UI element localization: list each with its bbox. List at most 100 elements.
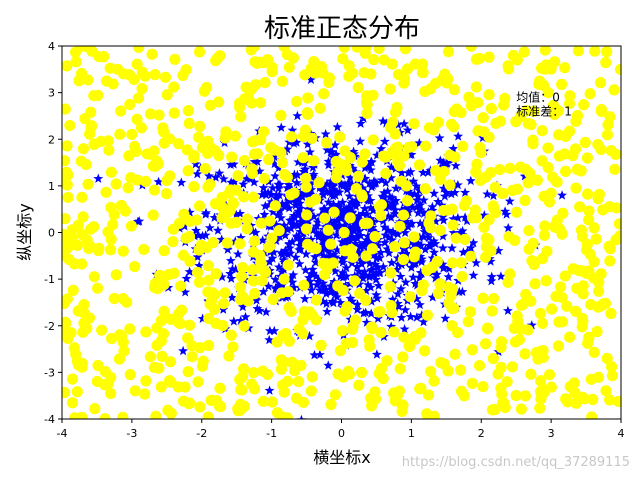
star-point — [389, 208, 400, 219]
circle-point — [62, 228, 69, 240]
star-point — [447, 243, 457, 253]
star-point — [209, 212, 220, 222]
star-point — [437, 259, 448, 269]
circle-point — [219, 287, 231, 299]
star-point — [179, 221, 190, 231]
y-tick-label: -3 — [44, 366, 55, 379]
star-point — [319, 181, 330, 191]
circle-point — [257, 395, 269, 407]
circle-point — [138, 243, 150, 256]
circle-point — [606, 370, 619, 382]
circle-point — [434, 278, 446, 290]
star-point — [453, 131, 464, 141]
circle-point — [352, 170, 364, 182]
x-tick-label: 0 — [338, 427, 345, 440]
circle-point — [386, 306, 398, 319]
circle-point — [455, 385, 468, 398]
circle-point — [275, 109, 287, 122]
circle-point — [278, 46, 290, 53]
star-point — [325, 281, 336, 291]
star-point — [403, 207, 414, 217]
circle-point — [210, 268, 222, 280]
circle-point — [508, 322, 520, 334]
circle-point — [397, 253, 410, 266]
circle-point — [69, 46, 82, 58]
circle-point — [581, 152, 594, 164]
circle-point — [579, 393, 591, 405]
star-point — [212, 225, 223, 235]
star-point — [309, 251, 320, 262]
circle-point — [341, 165, 353, 177]
circle-point — [542, 161, 554, 174]
circle-point — [263, 153, 275, 166]
circle-point — [583, 214, 595, 226]
y-tick-label: -4 — [44, 413, 55, 426]
star-point — [307, 264, 318, 274]
circle-point — [441, 77, 453, 89]
circle-point — [204, 99, 217, 111]
circle-point — [537, 351, 549, 364]
star-point — [341, 217, 352, 227]
star-point — [197, 230, 208, 241]
circle-point — [604, 255, 616, 267]
star-point — [313, 276, 323, 286]
star-point — [285, 273, 296, 284]
star-point — [414, 232, 425, 242]
circle-point — [579, 136, 591, 149]
circle-point — [144, 351, 156, 363]
circle-point — [194, 200, 206, 212]
star-point — [277, 266, 287, 277]
circle-point — [161, 174, 173, 187]
circle-point — [62, 316, 71, 328]
circle-point — [332, 368, 344, 380]
star-point — [322, 306, 333, 316]
circle-point — [160, 188, 173, 200]
circle-point — [536, 125, 548, 137]
star-point — [366, 308, 377, 318]
star-point — [370, 178, 381, 188]
star-point — [380, 177, 391, 188]
star-point — [448, 213, 459, 224]
star-point — [344, 179, 355, 190]
circle-point — [110, 178, 122, 190]
circle-point — [183, 117, 195, 129]
star-point — [458, 247, 469, 257]
star-point — [320, 128, 331, 139]
star-point — [330, 190, 341, 200]
circle-point — [595, 300, 607, 312]
circle-point — [510, 116, 522, 128]
star-point — [468, 237, 479, 248]
star-point — [356, 258, 367, 269]
star-point — [355, 255, 366, 265]
circle-point — [368, 54, 380, 66]
circle-point — [442, 365, 454, 377]
circle-point — [570, 182, 582, 194]
circle-point — [235, 270, 248, 283]
circle-point — [198, 85, 211, 97]
circle-point — [473, 52, 486, 65]
circle-point — [62, 293, 73, 305]
circle-point — [264, 215, 276, 227]
circle-point — [259, 76, 271, 89]
circle-point — [117, 245, 129, 257]
star-point — [414, 185, 425, 195]
star-point — [375, 267, 386, 278]
star-point — [249, 177, 260, 187]
circle-point — [489, 207, 502, 219]
star-point — [404, 255, 414, 265]
circle-point — [226, 151, 238, 163]
star-point — [217, 271, 227, 282]
circle-point — [398, 331, 410, 343]
circle-point — [601, 46, 613, 58]
star-point — [318, 278, 329, 288]
circle-point — [448, 121, 460, 133]
circle-point — [509, 336, 522, 348]
star-point — [237, 301, 248, 312]
circle-point — [81, 322, 93, 334]
circle-point — [207, 287, 219, 299]
star-point — [298, 187, 309, 197]
star-point — [396, 312, 407, 322]
star-point — [444, 263, 455, 273]
circle-point — [373, 46, 385, 55]
